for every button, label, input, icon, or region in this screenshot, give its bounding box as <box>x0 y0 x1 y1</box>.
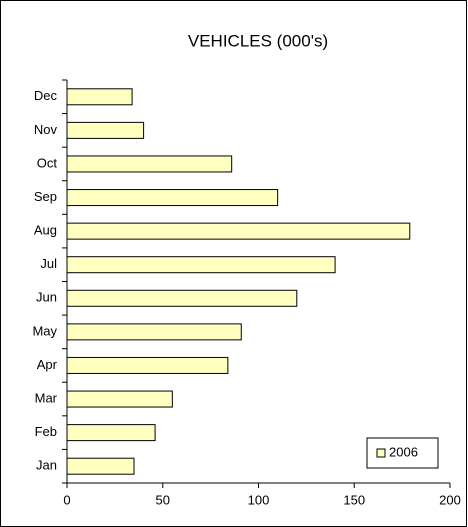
bar <box>66 323 242 341</box>
bar <box>66 457 135 475</box>
y-tick-label: Jul <box>40 256 57 271</box>
y-tick-label: Jun <box>36 290 57 305</box>
bar <box>66 121 145 139</box>
bar <box>66 88 133 106</box>
y-tick-label: Mar <box>35 390 58 405</box>
y-tick-label: Oct <box>37 155 58 170</box>
x-tick-label: 0 <box>63 492 70 507</box>
chart-title: VEHICLES (000's) <box>188 31 328 50</box>
y-tick-label: Feb <box>35 424 57 439</box>
x-tick-label: 150 <box>343 492 365 507</box>
legend-swatch <box>376 448 386 458</box>
bar <box>66 189 279 207</box>
y-tick-label: Aug <box>34 223 57 238</box>
y-tick-label: Nov <box>34 122 58 137</box>
bar <box>66 155 233 173</box>
bar <box>66 289 298 307</box>
bar <box>66 222 411 240</box>
bar <box>66 424 156 442</box>
bar <box>66 256 336 274</box>
y-tick-label: Dec <box>34 88 58 103</box>
bar <box>66 356 229 374</box>
x-tick-label: 100 <box>248 492 270 507</box>
y-tick-label: Apr <box>37 357 58 372</box>
x-tick-label: 200 <box>439 492 461 507</box>
bar <box>66 390 173 408</box>
y-tick-label: Jan <box>36 458 57 473</box>
y-tick-label: Sep <box>34 189 57 204</box>
x-tick-label: 50 <box>156 492 170 507</box>
legend-label: 2006 <box>389 444 418 459</box>
y-tick-label: May <box>32 323 57 338</box>
